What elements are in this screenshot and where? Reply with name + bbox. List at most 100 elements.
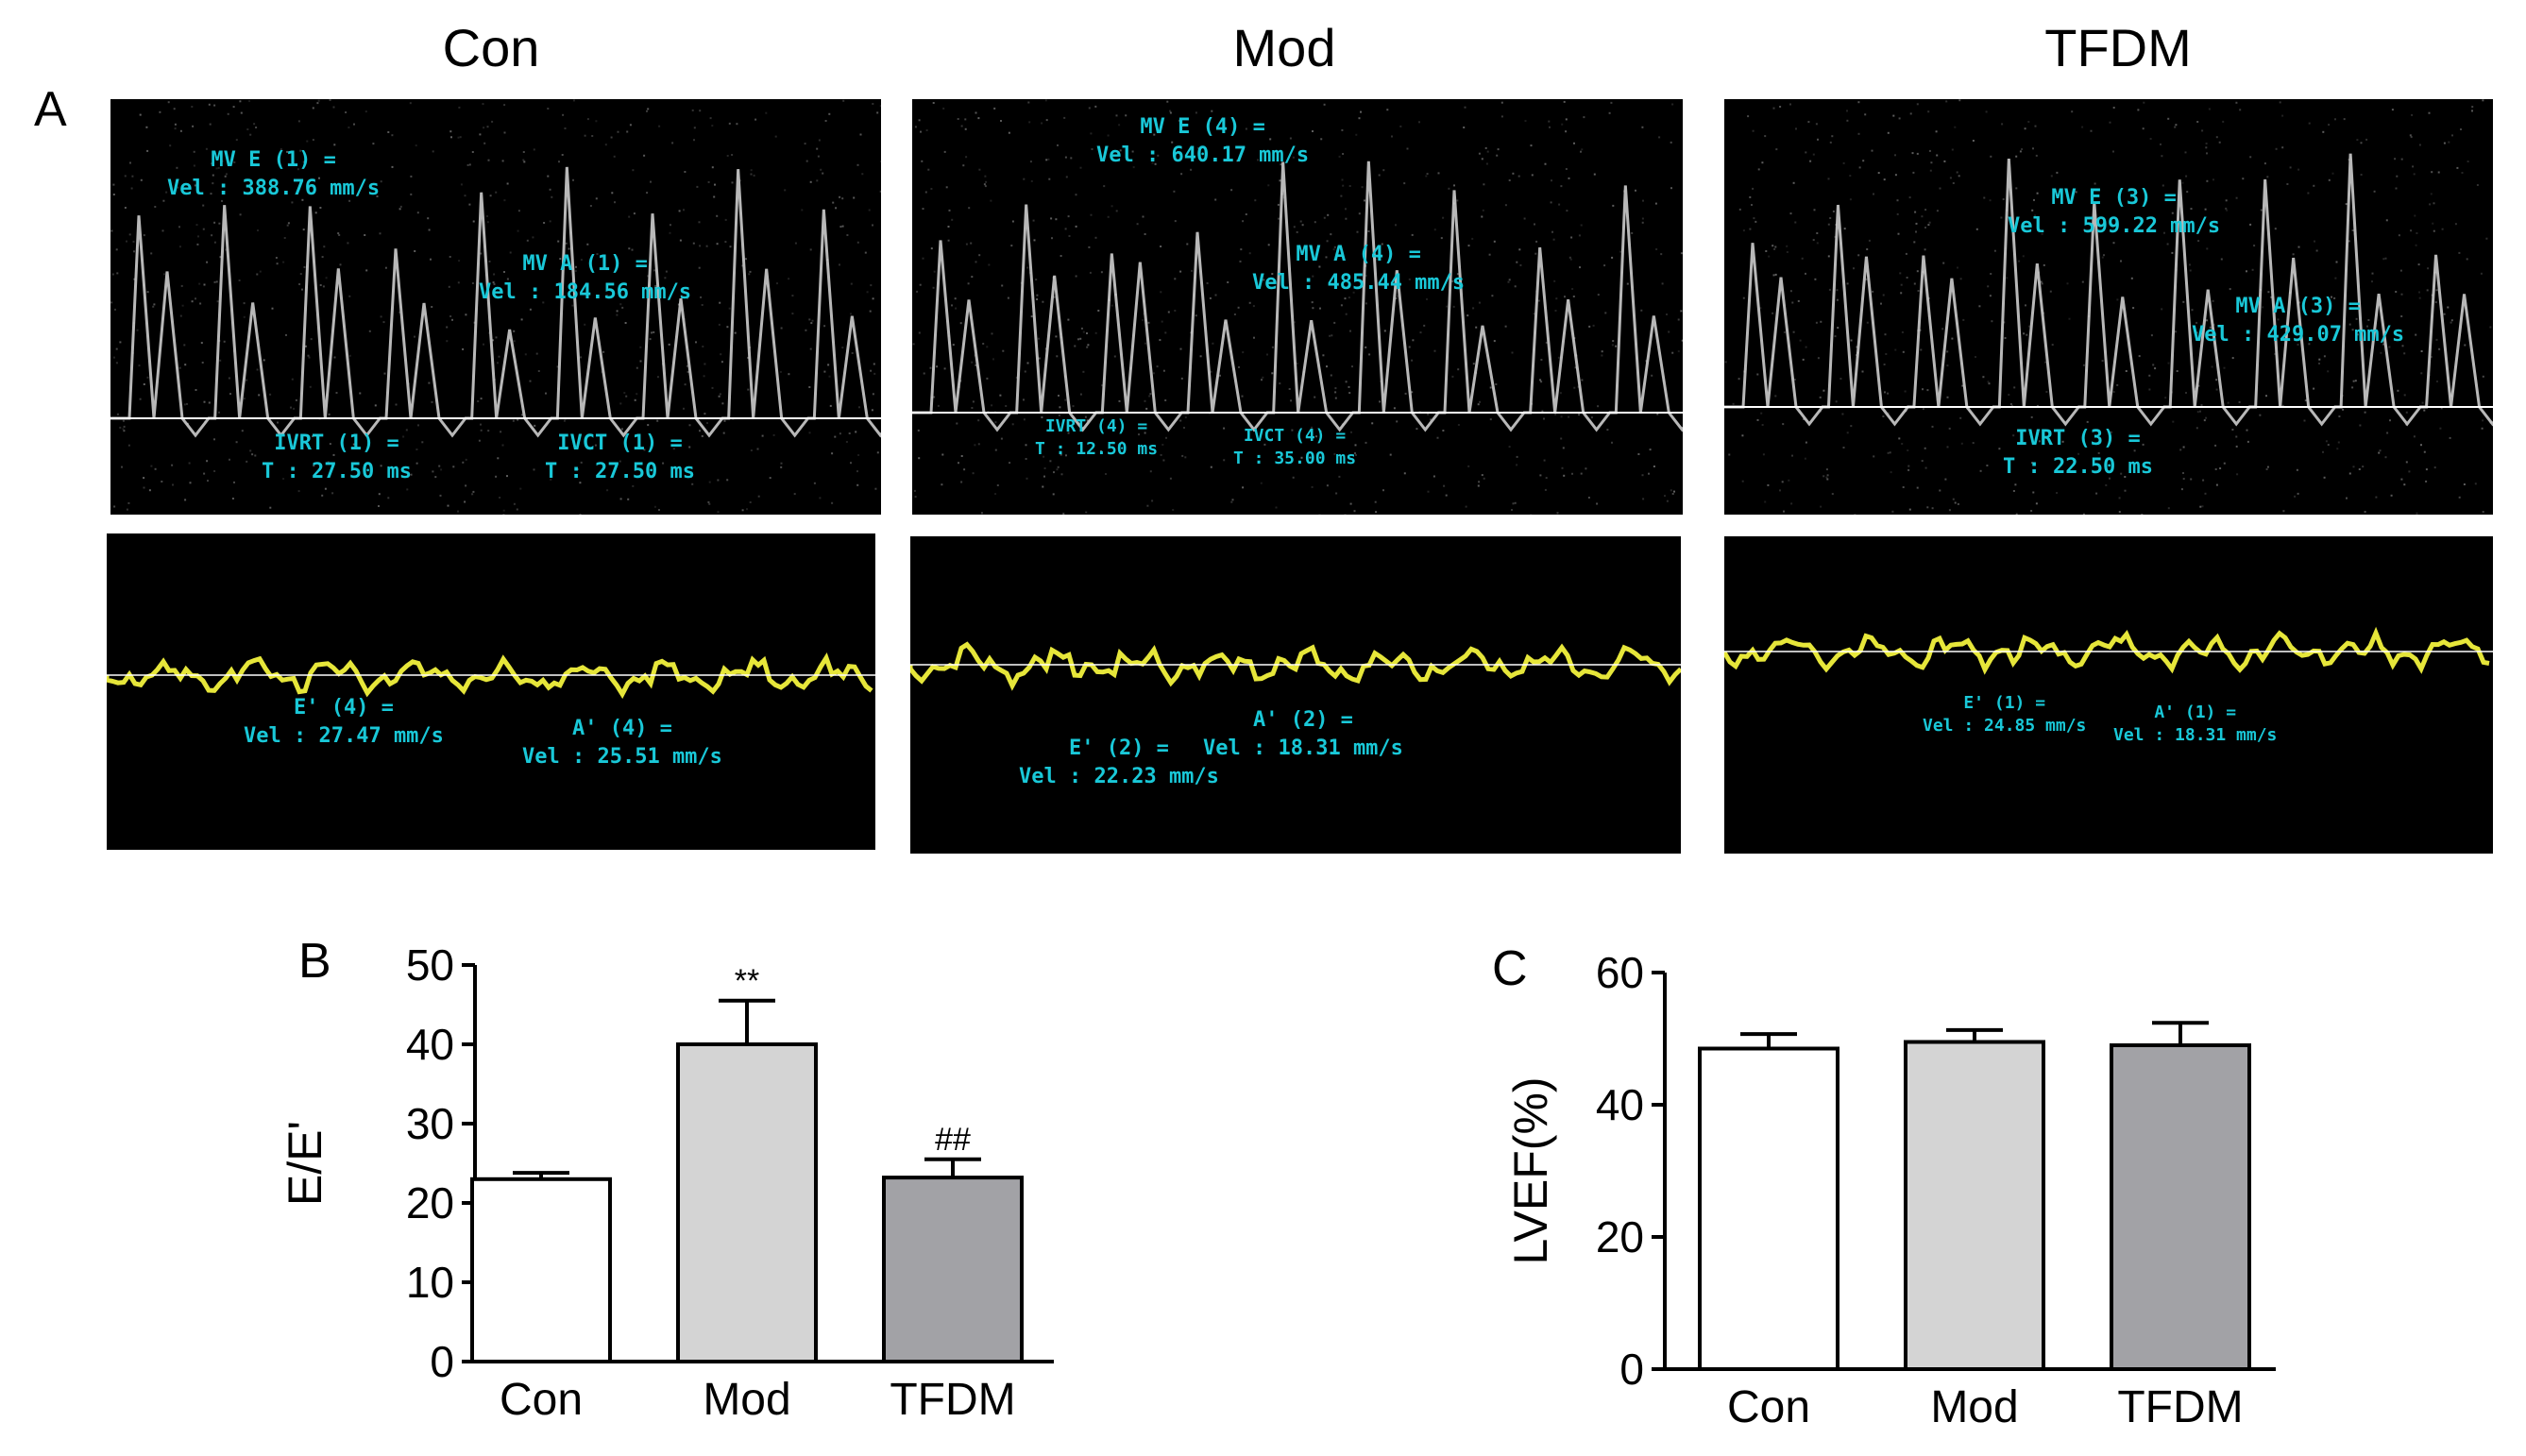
speckle [1581,379,1584,381]
speckle [2066,282,2069,285]
speckle [643,154,646,157]
speckle [339,263,342,266]
speckle [1036,294,1039,296]
speckle [113,505,116,508]
speckle [119,426,122,429]
speckle [1153,133,1156,136]
speckle [866,291,869,294]
speckle [1803,418,1805,420]
speckle [839,226,842,229]
speckle [2095,492,2098,495]
speckle [1935,130,1938,133]
speckle [2082,364,2085,366]
column-title-con: Con [442,18,540,77]
speckle [1030,179,1033,182]
speckle [1846,119,1849,122]
speckle [1626,282,1629,285]
speckle [1913,241,1916,244]
speckle [2296,468,2298,471]
speckle [1107,134,1110,137]
speckle [2431,356,2433,358]
speckle [1641,217,1644,220]
speckle [211,234,213,237]
speckle [1011,220,1014,223]
speckle [1058,414,1060,416]
speckle [2466,258,2468,261]
speckle [128,233,131,236]
speckle [1930,161,1933,164]
speckle [848,432,851,434]
speckle [2448,141,2450,144]
speckle [178,226,180,229]
speckle [246,128,249,130]
speckle [1075,275,1077,278]
speckle [656,419,659,422]
speckle [513,330,516,332]
speckle [1493,340,1496,343]
speckle [556,365,559,368]
speckle [2118,511,2121,514]
speckle [809,248,812,251]
speckle [1612,204,1615,207]
y-tick-label: 10 [406,1258,454,1307]
speckle [2425,480,2428,483]
speckle [816,147,819,150]
speckle [115,347,118,350]
speckle [167,101,170,104]
speckle [2009,403,2012,405]
speckle [2292,253,2295,256]
speckle [179,314,182,317]
speckle [1178,119,1181,122]
speckle [1658,136,1661,139]
speckle [2391,109,2394,111]
column-title-mod: Mod [1232,18,1336,77]
speckle [1301,224,1304,227]
speckle [228,377,230,380]
speckle [1668,330,1670,333]
speckle [750,173,753,176]
speckle [2327,370,2330,373]
speckle [1990,155,1992,158]
speckle [1825,476,1828,479]
panel-label-a: A [34,82,67,137]
speckle [489,195,492,197]
speckle [1504,204,1507,207]
speckle [282,478,285,481]
speckle [2415,333,2417,336]
speckle [150,252,153,255]
speckle [1767,483,1770,486]
speckle [139,113,142,116]
speckle [439,494,442,497]
speckle [1227,281,1229,283]
speckle [2036,404,2039,407]
speckle [1948,509,1951,512]
speckle [146,376,149,379]
speckle [1023,178,1026,180]
speckle [629,124,632,127]
speckle [410,175,413,178]
speckle [968,207,971,210]
bar-tfdm [882,1176,1024,1363]
speckle [256,368,259,371]
speckle [2395,187,2398,190]
tdi-image-tfdm: E' (1) = Vel : 24.85 mm/s A' (1) = Vel : 1… [1724,536,2493,854]
speckle [240,111,243,114]
speckle [721,402,724,405]
speckle [1047,158,1050,161]
speckle [2077,452,2080,455]
speckle [2367,319,2370,321]
speckle [699,245,702,247]
speckle [776,282,778,285]
speckle [1340,304,1343,307]
speckle [1448,187,1450,190]
speckle [2239,109,2242,111]
speckle [809,347,812,350]
speckle [711,125,714,127]
speckle [143,234,145,237]
speckle [203,472,206,475]
speckle [191,106,194,108]
speckle [414,250,416,252]
speckle [110,301,113,304]
speckle [1789,290,1792,293]
speckle [1928,296,1930,299]
